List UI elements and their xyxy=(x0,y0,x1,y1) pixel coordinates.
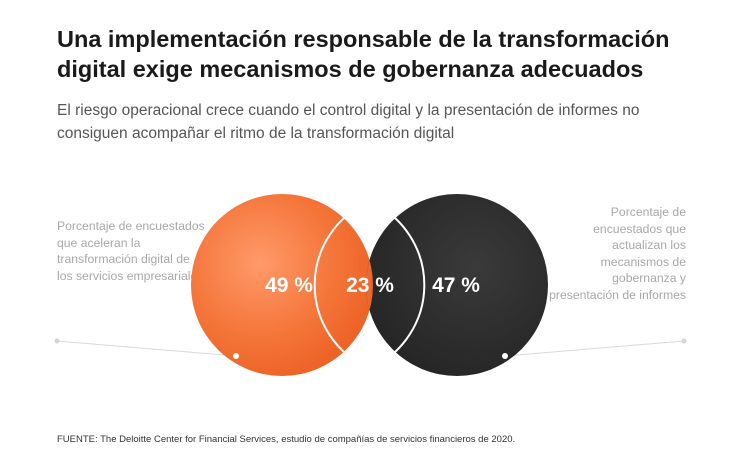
left-leader-line xyxy=(56,340,237,357)
chart-title: Una implementación responsable de la tra… xyxy=(57,26,670,82)
right-leader-dot-end xyxy=(681,338,687,344)
right-set-annotation: Porcentaje de encuestados que actualizan… xyxy=(549,205,686,302)
overlap-outline xyxy=(313,200,426,370)
source-note: FUENTE: The Deloitte Center for Financia… xyxy=(57,434,516,445)
overlap-value-label: 23 % xyxy=(346,274,394,297)
right-leader-dot xyxy=(502,353,508,359)
left-value-label: 49 % xyxy=(265,274,313,297)
left-leader-dot-start xyxy=(54,338,60,344)
left-set-annotation: Porcentaje de encuestados que aceleran l… xyxy=(57,219,205,283)
left-leader-dot xyxy=(233,353,239,359)
right-value-label: 47 % xyxy=(432,274,480,297)
right-leader-line xyxy=(504,340,685,357)
chart-subtitle: El riesgo operacional crece cuando el co… xyxy=(57,102,640,142)
